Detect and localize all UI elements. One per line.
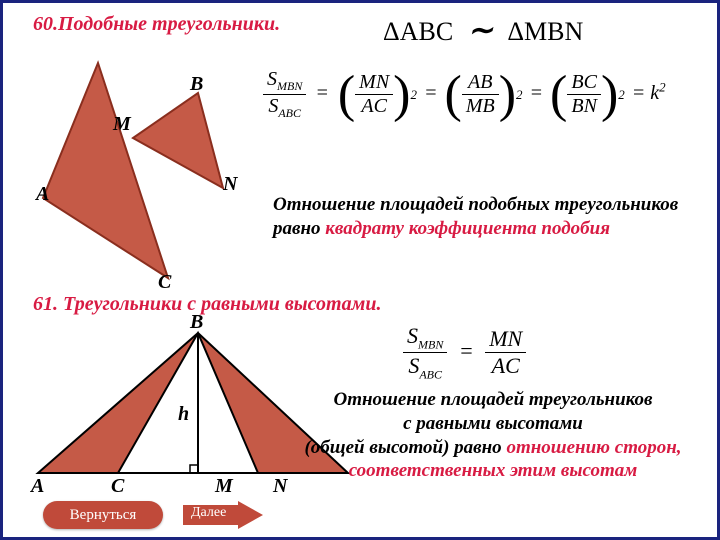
back-button[interactable]: Вернуться bbox=[43, 501, 163, 529]
figure-top bbox=[13, 28, 273, 288]
label-C-top: C bbox=[158, 271, 171, 294]
similarity-relation: ΔABC ∼ ΔMBN bbox=[383, 13, 583, 48]
label-M-bot: M bbox=[215, 475, 233, 498]
heading-61: 61. Треугольники с равными высотами. bbox=[33, 293, 381, 316]
label-N-top: N bbox=[223, 173, 237, 196]
delta-abc: ΔABC bbox=[383, 17, 453, 46]
triangle-abc bbox=[43, 63, 168, 278]
label-B-top: B bbox=[190, 73, 203, 96]
label-h: h bbox=[178, 403, 189, 426]
tilde: ∼ bbox=[460, 14, 501, 47]
triangle-mbn bbox=[133, 93, 223, 188]
delta-mbn: ΔMBN bbox=[507, 17, 583, 46]
statement-equal-heights: Отношение площадей треугольников с равны… bbox=[283, 388, 703, 483]
statement-similar-areas: Отношение площадей подобных треугольнико… bbox=[273, 193, 703, 241]
label-C-bot: C bbox=[111, 475, 124, 498]
label-A-top: A bbox=[36, 183, 49, 206]
label-B-bot: B bbox=[190, 311, 203, 334]
label-M-top: M bbox=[113, 113, 131, 136]
formula-area-ratio-equal-height: SMBN SABC = MN AC bbox=[403, 323, 526, 383]
next-button[interactable]: Далее bbox=[183, 501, 263, 529]
label-A-bot: A bbox=[31, 475, 44, 498]
formula-area-ratio-similar: SMBN SABC = ( MNAC ) 2 = ( ABMB ) 2 = ( … bbox=[263, 68, 666, 121]
